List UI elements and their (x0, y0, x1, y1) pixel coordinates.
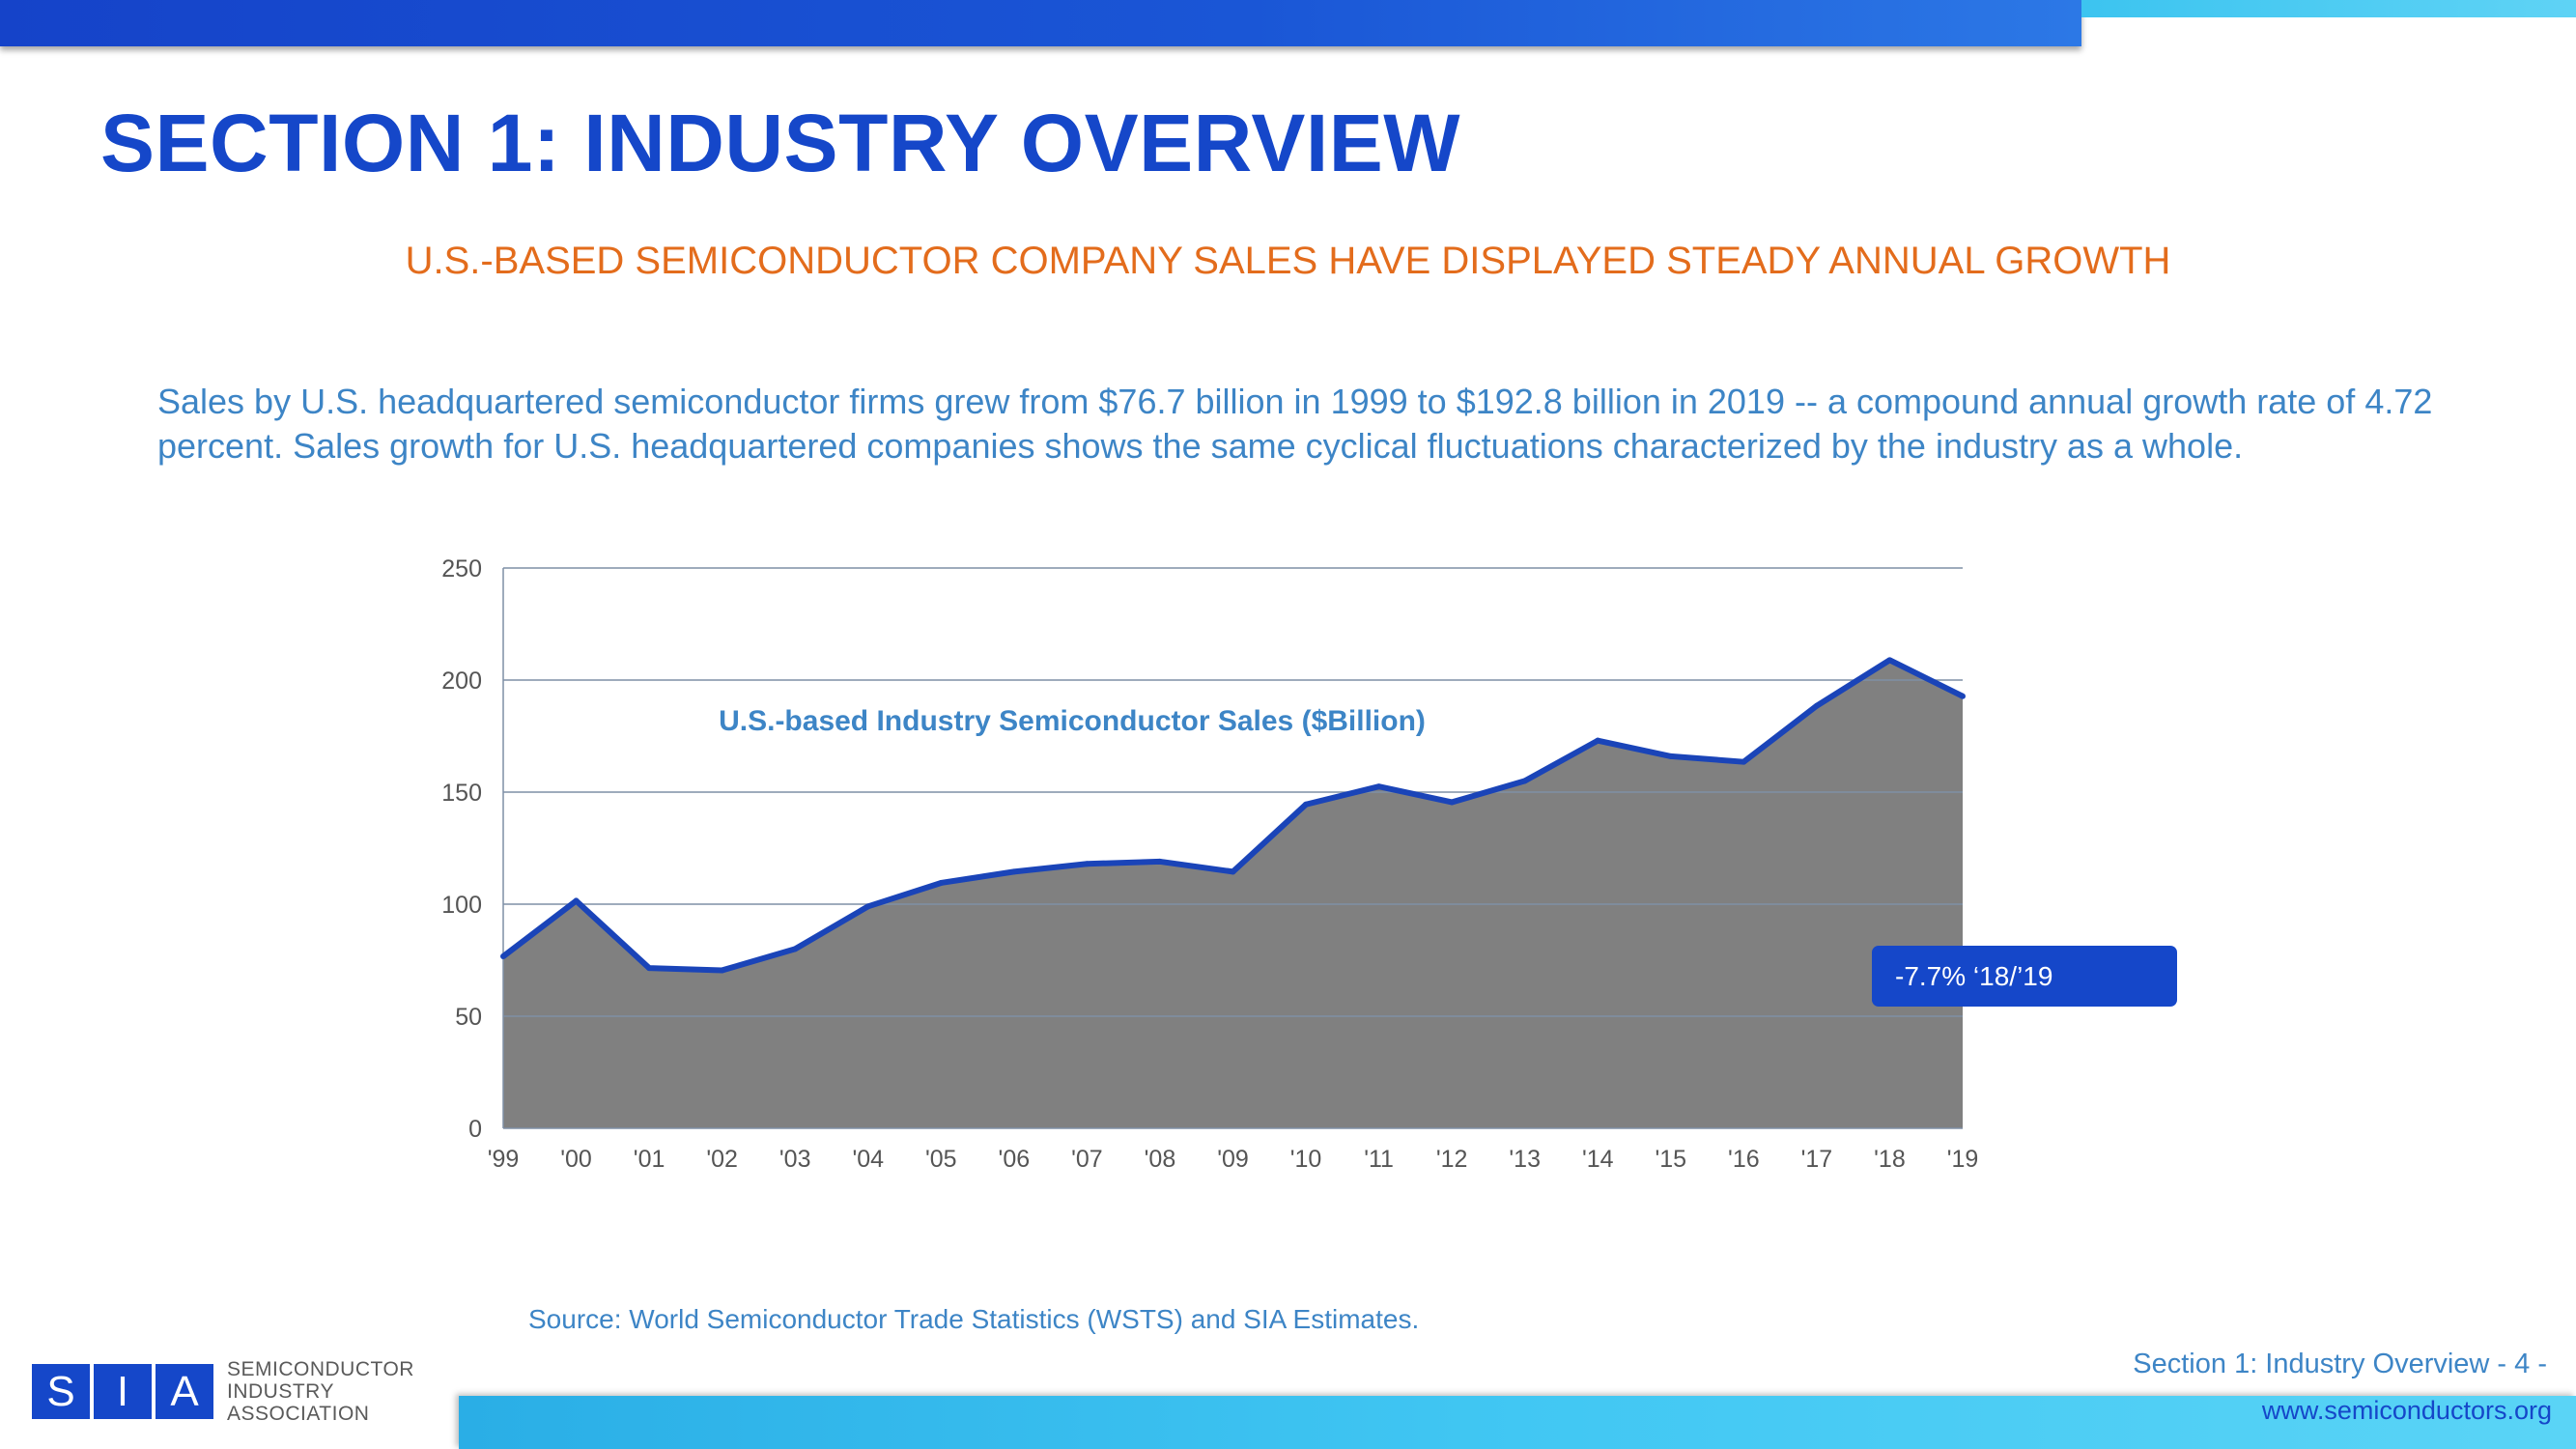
logo-wordmark: SEMICONDUCTOR INDUSTRY ASSOCIATION (227, 1358, 414, 1425)
top-banner-accent (2081, 0, 2576, 17)
area-fill (503, 660, 1963, 1128)
data-point (1156, 858, 1163, 865)
x-tick-label: '10 (1290, 1146, 1322, 1173)
data-point (1010, 868, 1017, 875)
logo-line-1: SEMICONDUCTOR (227, 1358, 414, 1380)
data-point (1595, 737, 1601, 744)
footer-section-label: Section 1: Industry Overview - 4 - (2133, 1349, 2547, 1379)
footer-url[interactable]: www.semiconductors.org (2261, 1396, 2552, 1425)
data-point (500, 953, 506, 960)
logo-line-3: ASSOCIATION (227, 1403, 370, 1425)
x-tick-label: '02 (706, 1146, 738, 1173)
x-tick-label: '01 (634, 1146, 665, 1173)
top-banner (0, 0, 2081, 46)
data-point (1521, 778, 1528, 784)
data-point (864, 903, 871, 910)
x-tick-label: '03 (779, 1146, 811, 1173)
data-point (1813, 702, 1820, 709)
x-tick-label: '17 (1801, 1146, 1833, 1173)
logo-letter-i: I (94, 1364, 152, 1419)
x-tick-label: '04 (852, 1146, 884, 1173)
y-tick-label: 150 (441, 780, 482, 807)
data-point (573, 897, 580, 904)
x-tick-label: '08 (1145, 1146, 1176, 1173)
data-point (719, 967, 725, 974)
x-tick-label: '11 (1364, 1146, 1394, 1173)
logo-letter-a: A (156, 1364, 213, 1419)
data-point (1667, 753, 1674, 759)
sia-logo: S I A SEMICONDUCTOR INDUSTRY ASSOCIATION (32, 1358, 414, 1425)
x-tick-label: '15 (1656, 1146, 1687, 1173)
data-point (938, 879, 945, 886)
growth-callout: -7.7% ‘18/’19 (1872, 946, 2177, 1007)
x-tick-label: '19 (1947, 1146, 1979, 1173)
y-tick-label: 250 (441, 555, 482, 582)
y-tick-label: 200 (441, 668, 482, 695)
page-title: SECTION 1: INDUSTRY OVERVIEW (100, 98, 1460, 188)
y-tick-label: 0 (468, 1116, 482, 1143)
data-point (1375, 783, 1382, 790)
x-tick-label: '00 (560, 1146, 592, 1173)
x-tick-label: '09 (1217, 1146, 1249, 1173)
x-tick-label: '07 (1071, 1146, 1103, 1173)
data-point (1449, 799, 1456, 806)
data-point (1084, 861, 1090, 867)
logo-line-2: INDUSTRY (227, 1380, 334, 1403)
bottom-banner (459, 1396, 2576, 1449)
x-tick-label: '18 (1874, 1146, 1906, 1173)
data-point (792, 946, 799, 952)
x-tick-label: '13 (1509, 1146, 1541, 1173)
chart-title: U.S.-based Industry Semiconductor Sales … (719, 705, 1426, 737)
x-tick-label: '05 (925, 1146, 957, 1173)
x-tick-label: '16 (1728, 1146, 1760, 1173)
page-subtitle: U.S.-BASED SEMICONDUCTOR COMPANY SALES H… (405, 240, 2171, 282)
summary-paragraph: Sales by U.S. headquartered semiconducto… (157, 382, 2433, 466)
data-point (1960, 693, 1966, 699)
x-tick-label: '06 (999, 1146, 1031, 1173)
data-point (646, 965, 653, 972)
data-point (1303, 801, 1310, 808)
x-tick-label: '12 (1436, 1146, 1468, 1173)
source-note: Source: World Semiconductor Trade Statis… (528, 1304, 1420, 1334)
y-tick-label: 50 (455, 1004, 482, 1031)
y-tick-label: 100 (441, 892, 482, 919)
logo-letter-s: S (32, 1364, 90, 1419)
data-point (1741, 758, 1747, 765)
data-point (1230, 868, 1236, 875)
data-point (1886, 657, 1893, 664)
x-tick-label: '14 (1582, 1146, 1614, 1173)
x-tick-label: '99 (488, 1146, 520, 1173)
